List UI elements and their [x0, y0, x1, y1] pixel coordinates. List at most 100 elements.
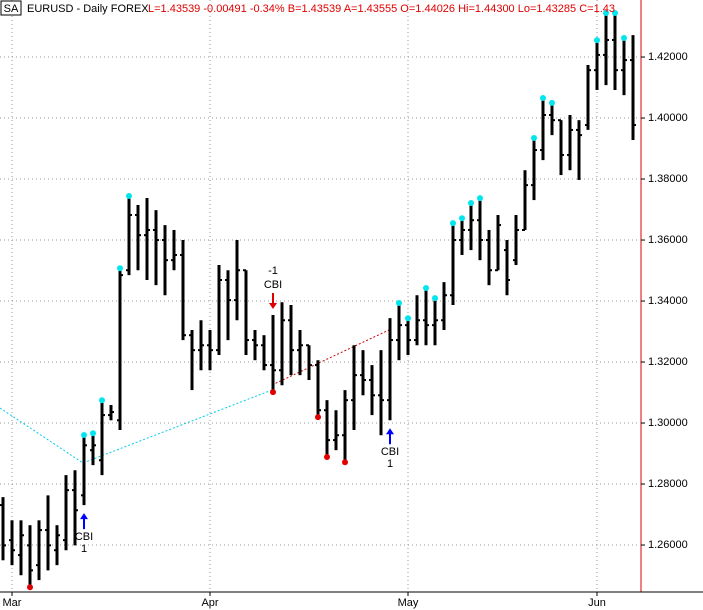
ohlc-bar — [153, 210, 159, 286]
chart-title: EURUSD - Daily FOREX — [27, 3, 149, 15]
ohlc-bar — [243, 269, 249, 356]
ohlc-bar — [495, 215, 501, 272]
signal-count: 1 — [387, 458, 393, 470]
ohlc-bar — [279, 302, 285, 386]
y-tick-label: 1.30000 — [648, 417, 688, 429]
high-marker — [459, 215, 465, 222]
y-tick-label: 1.34000 — [648, 295, 688, 307]
low-marker — [342, 459, 348, 466]
ohlc-bar — [441, 282, 447, 331]
ohlc-bar — [450, 225, 456, 305]
high-marker — [531, 134, 537, 141]
x-tick-label: Mar — [3, 597, 22, 609]
y-tick-label: 1.26000 — [648, 539, 688, 551]
ohlc-bar — [234, 240, 240, 321]
signal-label: CBI — [75, 531, 93, 543]
high-marker — [468, 199, 474, 206]
ohlc-bar — [459, 220, 465, 255]
high-marker — [594, 37, 600, 44]
y-tick-label: 1.40000 — [648, 112, 688, 124]
ohlc-bar — [396, 304, 402, 361]
ohlc-bar — [270, 315, 276, 391]
y-tick-label: 1.42000 — [648, 51, 688, 63]
ohlc-bar — [621, 39, 627, 96]
ohlc-bar — [162, 225, 168, 296]
ohlc-bar — [0, 497, 6, 561]
high-marker — [432, 295, 438, 302]
high-marker — [405, 315, 411, 322]
ohlc-bar — [324, 400, 330, 456]
ohlc-bar — [513, 215, 519, 266]
ohlc-bar — [585, 64, 591, 130]
ohlc-bar — [126, 197, 132, 276]
quote: L=1.43539 -0.00491 -0.34% B=1.43539 A=1.… — [148, 3, 615, 15]
low-marker — [324, 454, 330, 461]
high-marker — [477, 195, 483, 202]
y-tick-label: 1.38000 — [648, 173, 688, 185]
low-marker — [270, 389, 276, 396]
signal-count: 1 — [81, 543, 87, 555]
symbol-box — [0, 0, 22, 16]
ohlc-bar — [369, 365, 375, 416]
resistance-trendline — [271, 329, 390, 386]
x-tick-label: Apr — [201, 597, 218, 609]
high-marker — [90, 430, 96, 437]
signal-arrow — [80, 513, 88, 530]
ohlc-bar — [288, 304, 294, 376]
ohlc-bar — [540, 100, 546, 161]
high-marker — [396, 299, 402, 306]
high-marker — [117, 265, 123, 272]
y-tick-label: 1.36000 — [648, 234, 688, 246]
high-marker — [99, 397, 105, 404]
ohlc-bar — [630, 35, 636, 140]
low-marker — [315, 414, 321, 421]
signal-label: CBI — [381, 446, 399, 458]
y-tick-label: 1.32000 — [648, 356, 688, 368]
signal-label: CBI — [264, 279, 282, 291]
ohlc-bar — [351, 345, 357, 431]
signal-arrow — [386, 428, 394, 445]
ohlc-bar — [387, 318, 393, 421]
ohlc-bar — [117, 270, 123, 431]
ohlc-bar — [207, 330, 213, 371]
ohlc-bar — [468, 204, 474, 251]
ohlc-bar — [108, 405, 114, 421]
ohlc-bar — [333, 410, 339, 451]
x-tick-label: May — [398, 597, 419, 609]
ohlc-bar — [36, 520, 42, 581]
ohlc-bar — [603, 14, 609, 86]
high-marker — [540, 95, 546, 102]
ohlc-bar — [225, 270, 231, 341]
ohlc-bar — [135, 204, 141, 271]
ohlc-bar — [9, 520, 15, 566]
ohlc-bar — [594, 42, 600, 90]
ohlc-bar — [45, 495, 51, 571]
ohlc-bar — [297, 330, 303, 376]
ohlc-bar — [414, 295, 420, 346]
high-marker — [423, 285, 429, 292]
ohlc-bar — [144, 197, 150, 280]
support-trendline — [0, 389, 273, 464]
y-tick-label: 1.28000 — [648, 478, 688, 490]
ohlc-bar — [180, 240, 186, 341]
ohlc-bar — [405, 320, 411, 356]
ohlc-bar — [189, 330, 195, 391]
ohlc-bar — [522, 170, 528, 231]
ohlc-bar — [477, 200, 483, 261]
ohlc-bar — [72, 470, 78, 546]
symbol: SA — [4, 3, 19, 15]
ohlc-bar — [315, 360, 321, 416]
ohlc-bar — [81, 437, 87, 506]
ohlc-bar — [90, 435, 96, 466]
ohlc-bar — [504, 240, 510, 296]
high-marker — [450, 220, 456, 227]
low-marker — [27, 584, 33, 591]
ohlc-bar — [54, 525, 60, 566]
ohlc-bar — [486, 229, 492, 286]
high-marker — [603, 9, 609, 16]
ohlc-bar — [576, 120, 582, 180]
high-marker — [126, 192, 132, 199]
